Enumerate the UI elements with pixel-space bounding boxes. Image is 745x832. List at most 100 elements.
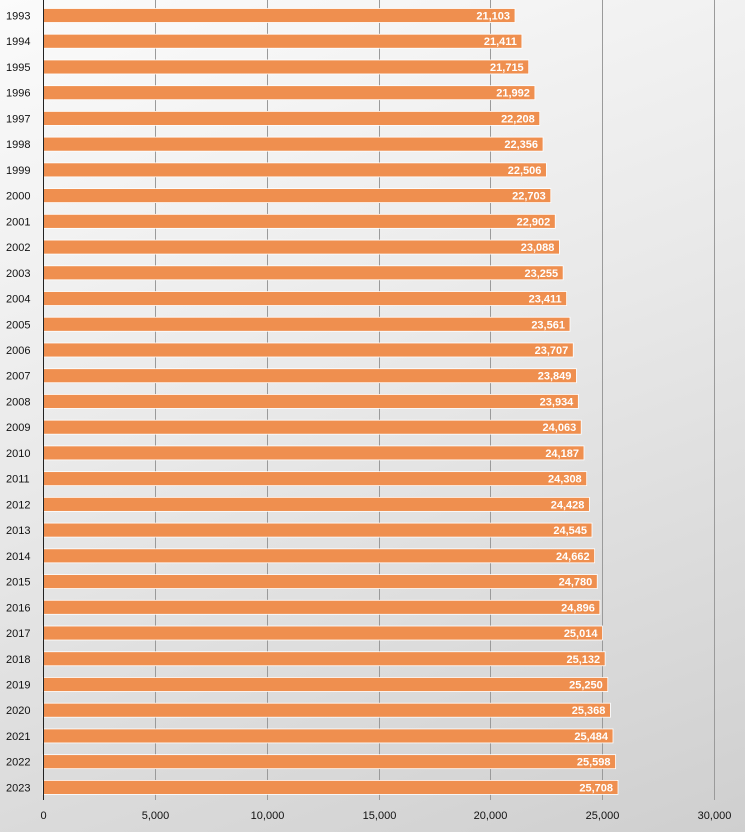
bar-2002	[42, 239, 560, 255]
x-tick-label: 30,000	[698, 810, 732, 822]
bar-1995	[42, 59, 530, 75]
category-label: 2020	[6, 705, 30, 717]
category-labels: 1993 1994 1995 1996 1997 1998 1999 2000 2001 2002…	[6, 11, 30, 795]
category-label: 2022	[6, 757, 30, 769]
category-label: 2011	[6, 474, 30, 486]
data-label: 25,708	[579, 782, 613, 794]
bar-2013	[42, 522, 593, 538]
bar-2005	[42, 316, 571, 332]
category-label: 2015	[6, 577, 30, 589]
bar-2007	[42, 368, 577, 384]
data-label: 24,063	[543, 422, 577, 434]
data-label: 25,598	[577, 757, 611, 769]
data-label: 22,902	[517, 216, 551, 228]
data-label: 24,428	[551, 499, 585, 511]
category-label: 2002	[6, 242, 30, 254]
data-label: 21,715	[490, 62, 524, 74]
data-label: 24,545	[553, 525, 587, 537]
bar-2018	[42, 651, 606, 667]
bar-1999	[42, 162, 547, 178]
bar-1996	[42, 85, 536, 101]
data-label: 24,187	[545, 448, 579, 460]
category-label: 2010	[6, 448, 30, 460]
bars: 21,103 21,411 21,715 21,992 22,208 22,356 22,5…	[42, 8, 619, 795]
data-label: 23,088	[521, 242, 555, 254]
bar-2012	[42, 496, 590, 512]
bar-2000	[42, 188, 552, 204]
category-label: 2009	[6, 422, 30, 434]
category-label: 1996	[6, 88, 30, 100]
bar-1993	[42, 8, 516, 23]
bar-2008	[42, 394, 579, 409]
category-label: 2019	[6, 679, 30, 691]
data-label: 24,780	[559, 577, 593, 589]
data-label: 25,132	[566, 654, 600, 666]
data-label: 23,849	[538, 371, 572, 383]
x-tick-label: 20,000	[474, 810, 508, 822]
bar-2004	[42, 291, 568, 306]
category-label: 2023	[6, 782, 30, 794]
category-label: 1998	[6, 139, 30, 151]
category-label: 1994	[6, 36, 30, 48]
category-label: 1999	[6, 165, 30, 177]
x-tick-label: 0	[40, 810, 46, 822]
x-tick-label: 25,000	[586, 810, 620, 822]
data-label: 24,308	[548, 474, 582, 486]
category-label: 1997	[6, 113, 30, 125]
data-label: 23,255	[524, 268, 558, 280]
category-label: 2016	[6, 602, 30, 614]
bar-2015	[42, 574, 598, 589]
category-label: 2001	[6, 216, 30, 228]
bar-2022	[42, 754, 616, 770]
data-label: 21,992	[496, 88, 530, 100]
data-label: 25,250	[569, 679, 603, 691]
category-label: 2003	[6, 268, 30, 280]
bar-2016	[42, 599, 601, 615]
category-label: 2014	[6, 551, 30, 563]
category-label: 2018	[6, 654, 30, 666]
x-tick-label: 10,000	[251, 810, 285, 822]
category-label: 2017	[6, 628, 30, 640]
category-label: 1993	[6, 11, 30, 23]
bar-2019	[42, 677, 609, 692]
bar-2023	[42, 780, 619, 795]
data-label: 23,411	[529, 294, 562, 306]
data-label: 21,411	[484, 36, 517, 48]
bar-2011	[42, 471, 588, 487]
bar-2020	[42, 702, 611, 718]
bar-1998	[42, 136, 544, 152]
data-label: 25,484	[574, 731, 609, 743]
bar-2014	[42, 548, 596, 564]
category-label: 1995	[6, 62, 30, 74]
x-tick-label: 5,000	[142, 810, 170, 822]
category-label: 2004	[6, 294, 30, 306]
category-label: 2012	[6, 499, 30, 511]
bar-2003	[42, 265, 564, 281]
data-label: 24,896	[561, 602, 595, 614]
category-label: 2005	[6, 319, 30, 331]
data-label: 22,506	[508, 165, 542, 177]
data-label: 25,014	[564, 628, 599, 640]
bar-2017	[42, 625, 603, 641]
category-label: 2000	[6, 191, 30, 203]
bar-2006	[42, 342, 574, 358]
bar-2010	[42, 445, 585, 461]
bar-1994	[42, 33, 523, 49]
data-label: 23,561	[531, 319, 565, 331]
data-label: 23,707	[535, 345, 569, 357]
category-label: 2021	[6, 731, 30, 743]
category-label: 2007	[6, 371, 30, 383]
data-label: 22,703	[512, 191, 546, 203]
bar-2009	[42, 419, 582, 435]
data-label: 22,356	[504, 139, 538, 151]
bar-1997	[42, 111, 541, 126]
x-axis-ticks: 0 5,000 10,000 15,000 20,000 25,000 30,000	[40, 810, 731, 822]
data-label: 22,208	[501, 113, 535, 125]
bar-2021	[42, 728, 614, 744]
category-label: 2008	[6, 396, 30, 408]
data-label: 24,662	[556, 551, 590, 563]
data-label: 25,368	[572, 705, 606, 717]
x-tick-label: 15,000	[363, 810, 397, 822]
